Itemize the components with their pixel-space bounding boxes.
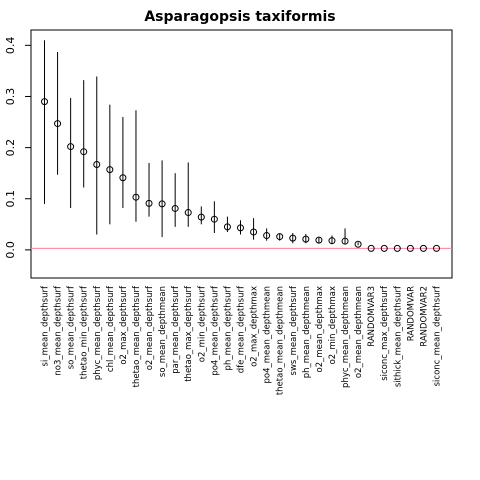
category-label: o2_min_depthsurf [197,285,207,362]
category-label: o2_mean_depthmean [354,286,364,378]
data-point [419,244,427,252]
data-point [119,174,127,182]
data-point [276,233,284,241]
category-label: si_mean_depthsurf [41,285,51,366]
data-point [158,200,166,208]
data-point [145,199,153,207]
category-label: o2_max_depthsurf [119,285,129,365]
y-tick-label: 0.2 [4,139,17,157]
data-point [380,244,388,252]
category-label: o2_mean_depthsurf [145,285,155,370]
category-label: no3_mean_depthsurf [54,285,64,376]
plot-area: 0.0 0.1 0.2 0.3 0.4 si_mean_depthsurf no3_mean… [4,29,453,395]
category-label: so_mean_depthmean [158,286,168,377]
category-label: po4_mean_depthmean [263,286,273,383]
data-point [41,98,48,106]
category-label: sws_mean_depthsurf [289,285,299,375]
category-label: ph_mean_depthmean [302,286,312,378]
data-point [263,232,271,240]
category-label: siconc_max_depthsurf [380,285,390,381]
category-label: phyc_mean_depthmean [341,286,351,388]
data-point [289,234,297,242]
y-tick-label: 0.1 [4,190,17,208]
category-label: po4_mean_depthsurf [210,285,220,376]
data-point [341,237,349,245]
data-point [302,235,310,243]
category-label: thetao_mean_depthsurf [132,285,142,387]
data-point [93,160,101,168]
data-point [315,236,323,244]
data-point [393,244,401,252]
y-tick-label: 0.0 [4,241,17,259]
category-label: sithick_mean_depthsurf [393,285,403,387]
category-label: thetao_max_depthsurf [184,285,194,382]
plot-frame [30,29,453,279]
data-point [197,213,205,221]
category-label: RANDOMVAR [406,286,416,341]
data-point [406,244,414,252]
category-label: siconc_mean_depthsurf [433,285,443,386]
category-label: dfe_mean_depthsurf [237,285,247,373]
category-label: o2_min_depthmax [328,286,338,364]
y-tick-label: 0.4 [4,37,17,55]
category-label: RANDOMVAR2 [419,286,429,347]
data-point [210,215,218,223]
data-point [328,237,336,245]
data-point [354,240,362,248]
data-point [106,166,114,174]
data-point [237,224,244,232]
category-label: o2_max_depthmax [250,286,260,367]
category-label: chl_mean_depthsurf [106,285,116,372]
category-label: ph_mean_depthsurf [223,285,233,370]
category-label: thetao_min_depthsurf [80,285,90,379]
data-point [223,223,231,231]
category-label: RANDOMVAR3 [367,286,377,347]
data-point [433,244,440,252]
category-label: thetao_mean_depthmean [276,286,286,395]
data-point [54,120,62,128]
chart-title: Asparagopsis taxiformis [144,9,335,25]
data-point [184,209,192,217]
category-label: par_mean_depthsurf [171,285,181,374]
data-point [80,148,88,156]
y-tick-label: 0.3 [4,88,17,106]
category-label: o2_mean_depthmax [315,286,325,372]
category-label: phyc_mean_depthsurf [93,285,103,380]
data-point [67,143,75,151]
data-point [171,204,179,212]
data-point [132,193,140,201]
data-point [250,228,258,236]
category-label: so_mean_depthsurf [67,285,77,369]
data-point [367,244,375,252]
